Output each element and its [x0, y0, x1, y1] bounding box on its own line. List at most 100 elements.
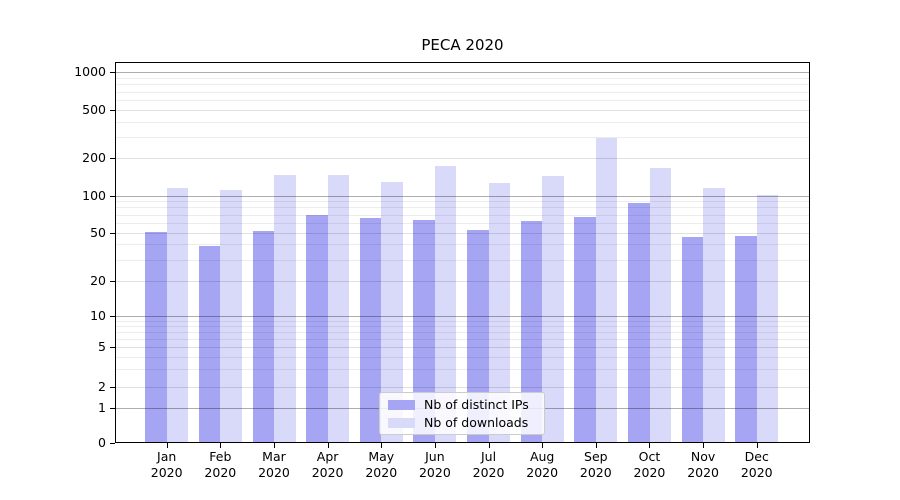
x-axis-tick-label: Aug 2020 — [526, 449, 559, 480]
bar-downloads — [434, 165, 457, 443]
x-axis-tick-label: Oct 2020 — [633, 449, 666, 480]
bar-downloads — [166, 188, 189, 443]
bar-downloads — [595, 138, 618, 443]
plot-area — [115, 62, 810, 443]
x-axis-tick-mark — [703, 443, 705, 448]
x-axis-tick-mark — [542, 443, 544, 448]
y-axis-tick-mark — [110, 195, 115, 197]
legend: Nb of distinct IPs Nb of downloads — [379, 392, 545, 435]
bar-distinct-ips — [198, 245, 221, 443]
bar-distinct-ips — [359, 217, 382, 443]
x-axis-tick-mark — [166, 443, 168, 448]
bar-downloads — [703, 187, 725, 443]
y-axis-tick-label: 1000 — [74, 64, 106, 80]
gridline — [115, 158, 810, 160]
gridline-minor — [115, 331, 810, 333]
bar-downloads — [274, 174, 296, 443]
y-axis-tick-label: 500 — [82, 102, 106, 117]
x-axis-tick-label: Sep 2020 — [579, 449, 612, 480]
bar-distinct-ips — [735, 236, 757, 443]
legend-swatch-downloads — [388, 417, 415, 428]
legend-item: Nb of downloads — [388, 414, 536, 430]
gridline — [115, 315, 810, 317]
bar-distinct-ips — [520, 221, 543, 443]
gridline — [115, 347, 810, 349]
x-axis-tick-mark — [327, 443, 329, 448]
legend-item: Nb of distinct IPs — [388, 396, 536, 412]
y-axis-tick-label: 50 — [90, 224, 106, 240]
x-axis-tick-mark — [434, 443, 436, 448]
gridline-minor — [115, 201, 810, 203]
y-axis-tick-label: 2 — [98, 378, 106, 394]
bar-distinct-ips — [467, 229, 489, 443]
bar-downloads — [542, 175, 564, 443]
y-axis-tick-label: 0 — [98, 435, 106, 450]
x-axis-tick-label: Mar 2020 — [258, 449, 290, 480]
x-axis-tick-label: Dec 2020 — [740, 449, 773, 480]
gridline — [115, 195, 810, 197]
bar-downloads — [220, 190, 242, 443]
gridline-minor — [115, 84, 810, 86]
y-axis-tick-mark — [110, 347, 115, 349]
bar-distinct-ips — [413, 220, 435, 443]
y-axis-tick-mark — [110, 315, 115, 317]
bar-downloads — [327, 175, 350, 443]
gridline — [115, 232, 810, 234]
y-axis-tick-label: 20 — [90, 273, 106, 288]
gridline-minor — [115, 214, 810, 216]
gridline-minor — [115, 320, 810, 322]
y-axis-tick-label: 200 — [82, 150, 106, 166]
x-axis-tick-label: Jun 2020 — [418, 449, 451, 480]
legend-label: Nb of downloads — [424, 414, 529, 430]
gridline-minor — [115, 338, 810, 340]
bar-downloads — [756, 195, 779, 443]
gridline-minor — [115, 369, 810, 371]
gridline-minor — [115, 222, 810, 224]
y-axis-tick-mark — [110, 110, 115, 111]
legend-swatch-distinct-ips — [388, 399, 415, 410]
bar-distinct-ips — [145, 231, 167, 443]
y-axis-tick-label: 100 — [82, 187, 106, 203]
gridline-minor — [115, 91, 810, 93]
y-axis-tick-mark — [110, 232, 115, 234]
x-axis-tick-mark — [756, 443, 758, 448]
gridline-minor — [115, 325, 810, 327]
bar-distinct-ips — [628, 203, 650, 443]
x-axis-tick-label: Jul 2020 — [472, 449, 505, 480]
gridline — [115, 386, 810, 388]
x-axis-tick-label: Jan 2020 — [150, 449, 183, 480]
x-axis-tick-mark — [381, 443, 383, 448]
gridline-minor — [115, 136, 810, 138]
gridline-minor — [115, 207, 810, 209]
gridline — [115, 281, 810, 282]
gridline-minor — [115, 78, 810, 80]
chart-title: PECA 2020 — [421, 36, 504, 54]
gridline-minor — [115, 244, 810, 246]
bar-downloads — [381, 181, 403, 443]
x-axis-tick-mark — [649, 443, 651, 448]
y-axis-tick-label: 5 — [98, 339, 106, 355]
gridline-minor — [115, 259, 810, 261]
gridline-minor — [115, 356, 810, 358]
legend-label: Nb of distinct IPs — [424, 396, 529, 412]
y-axis-tick-mark — [110, 408, 115, 410]
x-axis-tick-label: Feb 2020 — [204, 449, 237, 480]
x-axis-tick-label: Apr 2020 — [311, 449, 344, 480]
bar-distinct-ips — [681, 237, 704, 443]
bar-distinct-ips — [252, 230, 274, 443]
x-axis-tick-mark — [220, 443, 222, 448]
bar-distinct-ips — [306, 214, 328, 443]
y-axis-tick-label: 1 — [98, 400, 106, 416]
y-axis-tick-mark — [110, 443, 115, 444]
x-axis-tick-mark — [595, 443, 597, 448]
x-axis-tick-mark — [488, 443, 490, 448]
bar-distinct-ips — [574, 217, 596, 443]
y-axis-tick-label: 10 — [90, 307, 106, 323]
bar-downloads — [488, 182, 510, 443]
y-axis-tick-mark — [110, 386, 115, 388]
gridline — [115, 110, 810, 111]
x-axis-tick-label: May 2020 — [365, 449, 398, 480]
y-axis-tick-mark — [110, 72, 115, 74]
y-axis-tick-mark — [110, 281, 115, 282]
